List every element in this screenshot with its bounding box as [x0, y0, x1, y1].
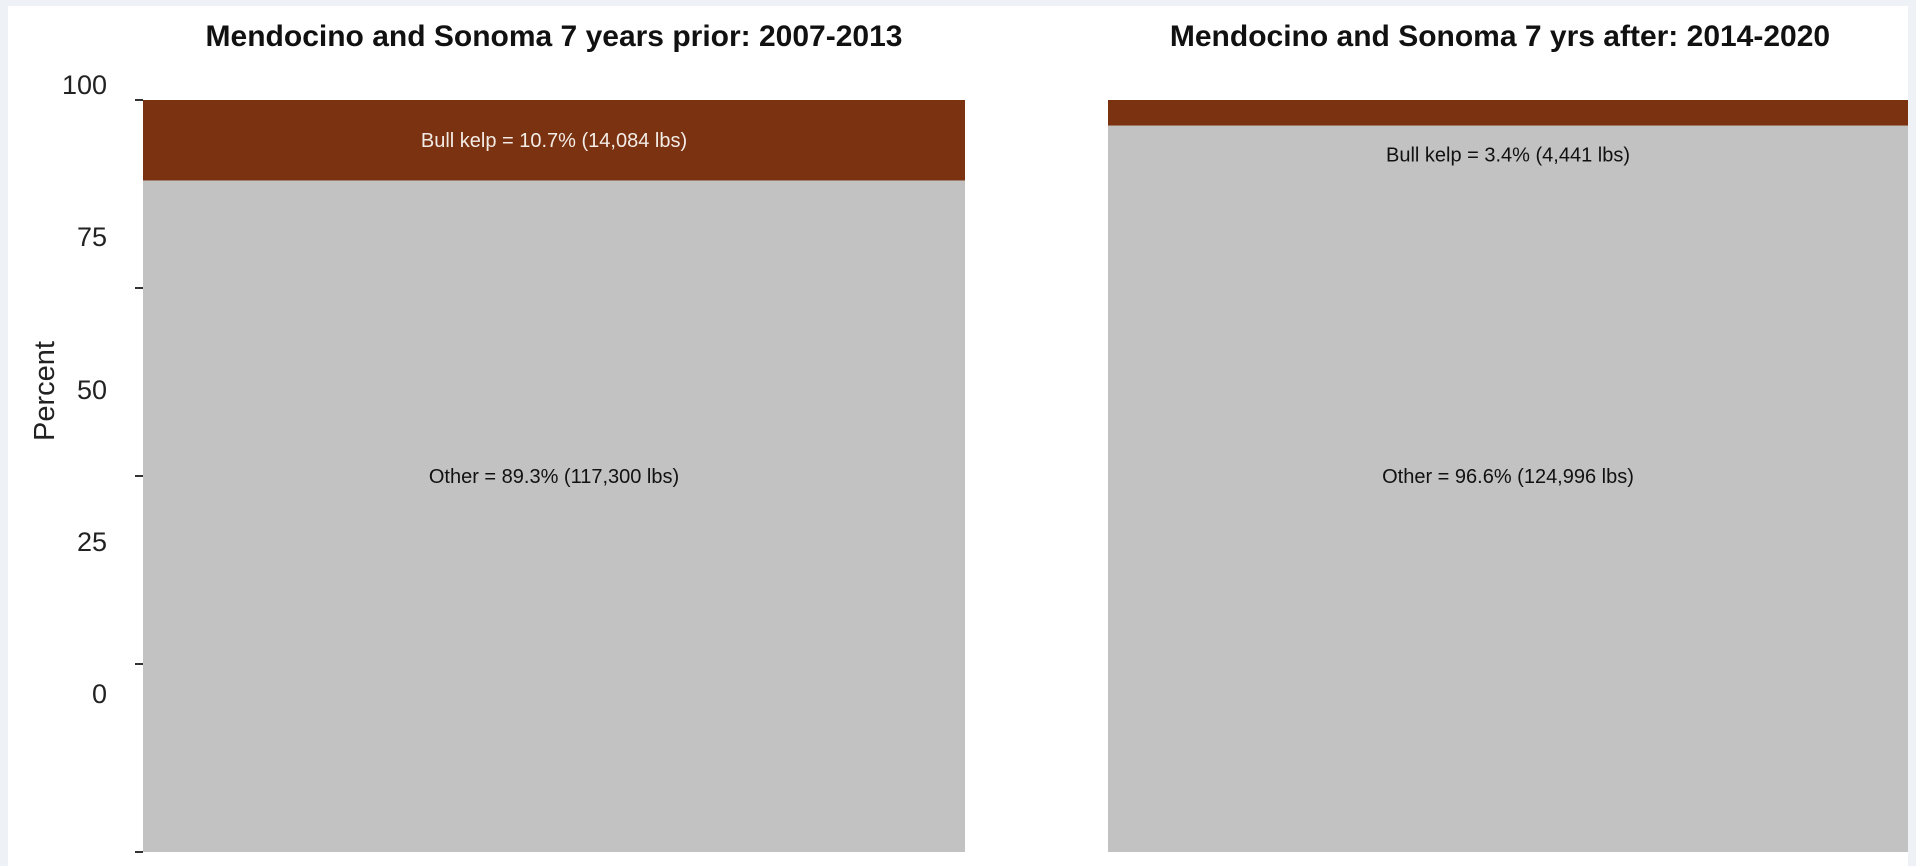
right-other-label: Other = 96.6% (124,996 lbs) [1382, 466, 1634, 488]
right-panel-title: Mendocino and Sonoma 7 yrs after: 2014-2… [1170, 20, 1830, 53]
chart-figure: Mendocino and Sonoma 7 years prior: 2007… [8, 6, 1908, 866]
left-panel-tick-marks [135, 99, 143, 853]
y-tick-label-25: 25 [77, 527, 107, 557]
left-other-label: Other = 89.3% (117,300 lbs) [429, 466, 679, 488]
bar-segment-other [1108, 125, 1908, 853]
bar-segment-bull-kelp [1108, 100, 1908, 126]
left-panel-title: Mendocino and Sonoma 7 years prior: 2007… [206, 20, 903, 53]
y-axis: 0 25 50 75 100 [62, 70, 107, 709]
y-tick-label-75: 75 [77, 222, 107, 252]
y-tick-label-100: 100 [62, 70, 107, 100]
left-panel-bars [143, 100, 965, 853]
right-panel-bars [1108, 100, 1908, 853]
y-tick-label-50: 50 [77, 375, 107, 405]
right-bull-kelp-label: Bull kelp = 3.4% (4,441 lbs) [1386, 145, 1630, 167]
y-axis-label: Percent [29, 341, 61, 441]
bar-segment-bull-kelp [143, 100, 965, 181]
left-bull-kelp-label: Bull kelp = 10.7% (14,084 lbs) [421, 130, 687, 152]
bar-segment-other [143, 180, 965, 853]
chart-svg: Mendocino and Sonoma 7 years prior: 2007… [29, 20, 1908, 853]
y-tick-label-0: 0 [92, 679, 107, 709]
